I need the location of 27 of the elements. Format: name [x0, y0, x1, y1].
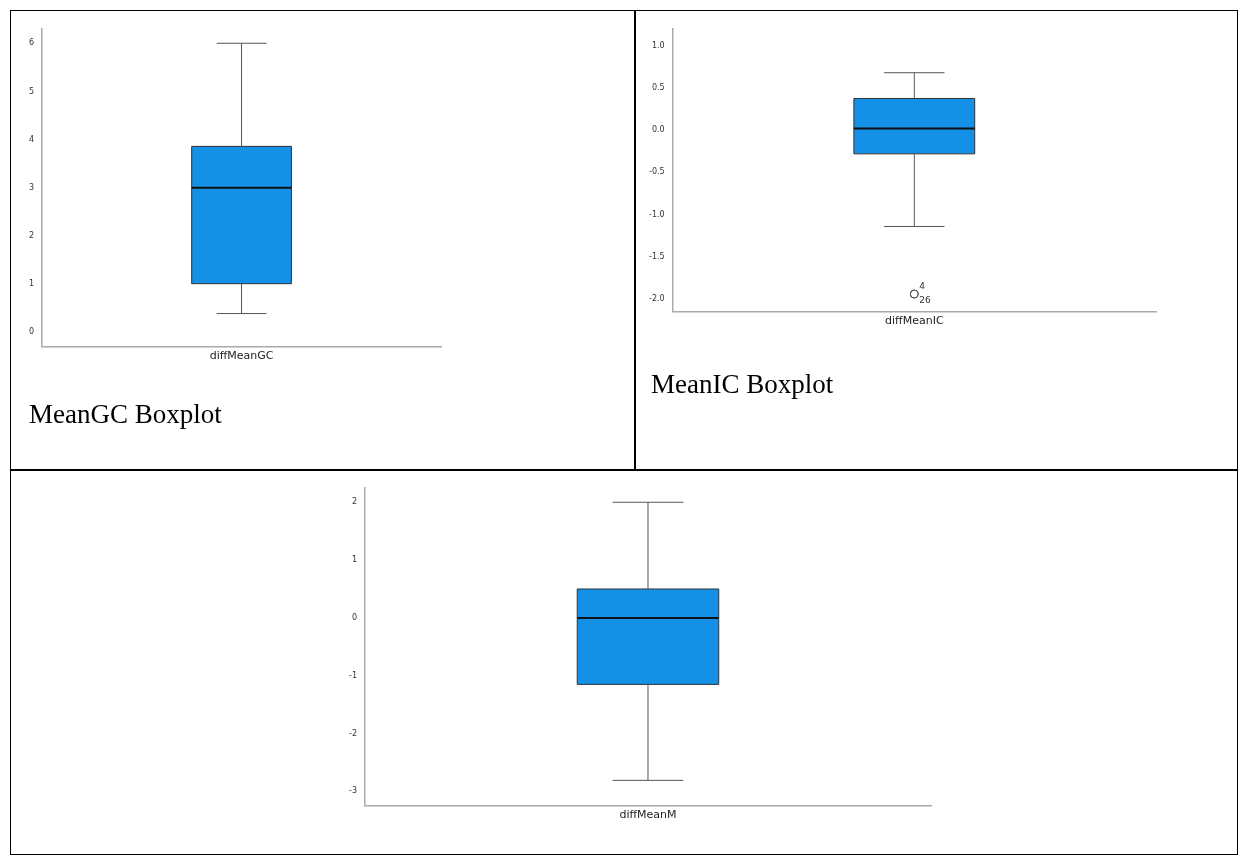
x-tick-label: diffMeanIC	[885, 314, 944, 328]
y-tick-label: 1	[29, 279, 35, 289]
y-tick-label: 0.0	[651, 125, 665, 135]
y-tick-label: -2.0	[649, 294, 665, 304]
text: MeanIC Boxplot	[651, 369, 834, 400]
y-tick-label: 0.5	[651, 83, 665, 93]
y-tick-label: 6	[29, 38, 35, 48]
y-tick-label: 2	[351, 497, 357, 507]
y-tick-label: -0.5	[649, 167, 665, 177]
annotation: 4	[919, 281, 926, 292]
y-tick-label: 3	[29, 182, 35, 192]
y-tick-label: -2	[348, 728, 357, 738]
x-tick-label: diffMeanM	[619, 808, 677, 822]
y-tick-label: 4	[29, 134, 35, 144]
x-tick-label: diffMeanGC	[209, 349, 274, 363]
text: MeanGC Boxplot	[29, 399, 222, 430]
y-tick-label: 1.0	[651, 40, 665, 50]
y-tick-label: 2	[29, 231, 35, 241]
y-tick-label: 5	[29, 86, 35, 96]
annotation: 26	[919, 295, 932, 306]
y-tick-label: 1	[351, 555, 357, 565]
y-tick-label: 0	[29, 327, 35, 337]
y-tick-label: -3	[348, 786, 357, 796]
y-tick-label: -1.5	[649, 251, 665, 261]
y-tick-label: -1.0	[649, 209, 665, 219]
y-tick-label: -1	[348, 670, 357, 680]
y-tick-label: 0	[351, 612, 357, 622]
